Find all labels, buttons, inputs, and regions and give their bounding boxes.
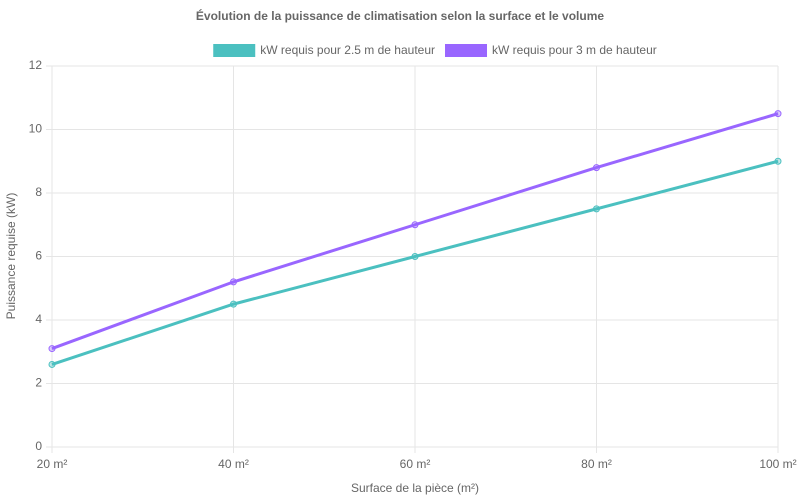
series-line — [51, 159, 779, 366]
legend-label: kW requis pour 3 m de hauteur — [492, 43, 657, 57]
data-point — [48, 360, 56, 368]
data-point — [48, 345, 56, 353]
data-point — [411, 253, 419, 260]
x-tick-label: 100 m² — [759, 457, 796, 471]
x-tick-label: 40 m² — [218, 457, 249, 471]
y-tick-label: 2 — [35, 376, 42, 390]
data-point — [593, 205, 600, 213]
x-tick-label: 20 m² — [37, 457, 68, 471]
legend-swatch — [213, 44, 256, 57]
y-tick-label: 8 — [35, 185, 42, 199]
data-point — [230, 300, 237, 308]
chart-title: Évolution de la puissance de climatisati… — [196, 8, 604, 23]
data-point — [593, 164, 600, 172]
y-tick-label: 10 — [29, 122, 43, 136]
x-axis-title: Surface de la pièce (m²) — [351, 481, 479, 495]
y-tick-label: 12 — [29, 58, 43, 72]
y-axis-title: Puissance requise (kW) — [4, 193, 18, 320]
data-point — [230, 278, 237, 286]
legend-label: kW requis pour 2.5 m de hauteur — [260, 43, 435, 57]
y-tick-label: 4 — [35, 312, 42, 326]
data-point — [411, 221, 419, 229]
data-point — [774, 110, 782, 118]
legend-swatch — [445, 44, 488, 57]
x-tick-label: 80 m² — [581, 457, 612, 471]
data-point — [774, 157, 782, 165]
series-line — [51, 112, 779, 350]
y-tick-label: 6 — [35, 249, 42, 263]
y-tick-label: 0 — [35, 439, 42, 453]
x-tick-label: 60 m² — [400, 457, 431, 471]
